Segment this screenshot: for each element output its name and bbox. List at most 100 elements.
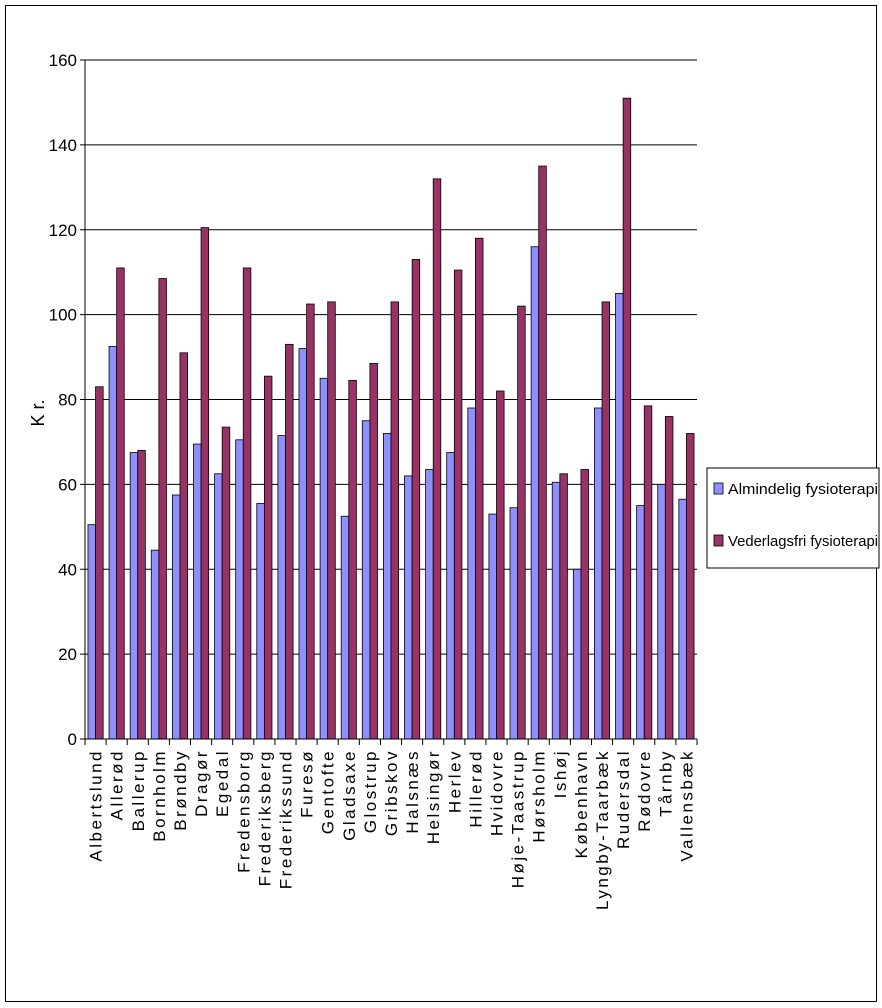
bar-vederlagsfri <box>327 301 336 740</box>
bar-vederlagsfri <box>517 305 526 740</box>
bar-almindelig <box>87 524 96 740</box>
bar-vederlagsfri <box>221 426 231 740</box>
bar-almindelig <box>594 407 603 740</box>
y-tick-label: 60 <box>58 475 77 494</box>
x-tick-label: Halsnæs <box>403 749 422 834</box>
bar-vederlagsfri <box>390 301 399 740</box>
y-tick-label: 40 <box>58 560 77 579</box>
x-tick-label: Albertslund <box>87 749 106 862</box>
bar-vederlagsfri <box>411 259 421 740</box>
x-tick-label: Hørsholm <box>530 749 549 843</box>
bar-vederlagsfri <box>664 416 674 740</box>
bar-vederlagsfri <box>200 227 210 740</box>
bar-almindelig <box>615 293 624 740</box>
x-tick-label: Helsingør <box>424 749 443 844</box>
bar-vederlagsfri <box>601 301 611 740</box>
bar-vederlagsfri <box>559 473 568 740</box>
x-tick-label: Glostrup <box>361 749 380 833</box>
x-tick-label: Hillerød <box>466 749 485 828</box>
y-tick-label: 120 <box>49 221 77 240</box>
bar-vederlagsfri <box>285 343 294 740</box>
x-tick-label: København <box>572 749 591 858</box>
bar-almindelig <box>214 473 223 740</box>
bar-vederlagsfri <box>453 269 463 740</box>
bar-vederlagsfri <box>95 386 104 740</box>
bar-vederlagsfri <box>137 450 146 740</box>
bar-almindelig <box>425 469 434 740</box>
bar-vederlagsfri <box>179 352 188 740</box>
x-tick-label: Lyngby-Taarbæk <box>593 749 612 910</box>
bar-vederlagsfri <box>475 237 484 740</box>
bar-almindelig <box>129 452 139 740</box>
x-tick-label: Brøndby <box>171 749 190 831</box>
x-tick-label: Allerød <box>108 749 127 820</box>
legend-label: Almindelig fysioterapi <box>728 481 878 498</box>
bar-vederlagsfri <box>496 390 505 740</box>
y-axis-label: K r. <box>28 399 48 426</box>
bar-vederlagsfri <box>158 278 167 740</box>
bar-almindelig <box>235 439 244 740</box>
bar-almindelig <box>530 246 540 740</box>
bar-vederlagsfri <box>622 97 632 740</box>
bar-vederlagsfri <box>263 375 273 740</box>
y-tick-label: 20 <box>58 645 77 664</box>
bar-vederlagsfri <box>643 405 653 740</box>
legend-swatch <box>713 534 724 547</box>
x-tick-label: Dragør <box>192 749 211 817</box>
bar-almindelig <box>551 481 561 740</box>
bar-vederlagsfri <box>369 363 378 740</box>
bar-almindelig <box>340 515 350 740</box>
bar-vederlagsfri <box>538 165 547 740</box>
bar-almindelig <box>657 483 666 740</box>
bar-almindelig <box>361 420 371 740</box>
x-tick-label: Ballerup <box>129 749 148 831</box>
bar-almindelig <box>467 407 476 740</box>
x-tick-label: Gladsaxe <box>340 749 359 841</box>
x-tick-label: Høje-Taastrup <box>509 749 528 888</box>
bar-almindelig <box>298 348 307 740</box>
x-tick-label: Tårnby <box>656 749 675 817</box>
bar-almindelig <box>150 549 160 740</box>
x-tick-label: Fredensborg <box>234 749 253 873</box>
bar-vederlagsfri <box>116 267 125 740</box>
bar-almindelig <box>404 475 413 740</box>
y-tick-label: 100 <box>49 306 77 325</box>
legend <box>706 467 880 569</box>
x-tick-label: Gentofte <box>319 749 338 834</box>
bar-vederlagsfri <box>242 267 252 740</box>
x-tick-label: Hvidovre <box>488 749 507 836</box>
y-tick-label: 140 <box>49 136 77 155</box>
bar-vederlagsfri <box>686 433 695 740</box>
bar-almindelig <box>382 433 392 740</box>
x-tick-label: Frederiksberg <box>255 749 274 886</box>
bar-almindelig <box>488 513 497 740</box>
x-tick-label: Vallensbæk <box>677 749 696 862</box>
legend-swatch <box>713 482 724 495</box>
bar-almindelig <box>572 568 582 740</box>
bar-almindelig <box>636 505 645 740</box>
bar-vederlagsfri <box>580 469 589 740</box>
x-tick-label: Rudersdal <box>614 749 633 849</box>
x-tick-label: Rødovre <box>635 749 654 832</box>
x-tick-label: Egedal <box>213 749 232 817</box>
x-tick-label: Herlev <box>445 749 464 813</box>
bar-almindelig <box>509 507 519 740</box>
bar-almindelig <box>319 377 329 740</box>
y-tick-label: 80 <box>58 391 77 410</box>
x-tick-label: Frederikssund <box>276 749 295 889</box>
bar-vederlagsfri <box>306 303 315 740</box>
y-tick-label: 160 <box>49 51 77 70</box>
x-tick-label: Gribskov <box>382 749 401 836</box>
bar-almindelig <box>256 503 265 740</box>
bar-vederlagsfri <box>432 178 442 740</box>
legend-label: Vederlagsfri fysioterapi <box>728 533 878 550</box>
x-tick-label: Bornholm <box>150 749 169 842</box>
x-tick-label: Furesø <box>298 749 317 818</box>
bar-almindelig <box>193 443 202 740</box>
y-tick-label: 0 <box>68 730 77 749</box>
bar-almindelig <box>277 435 286 740</box>
bar-almindelig <box>678 498 687 740</box>
x-tick-label: Ishøj <box>551 749 570 798</box>
bar-vederlagsfri <box>348 380 357 740</box>
